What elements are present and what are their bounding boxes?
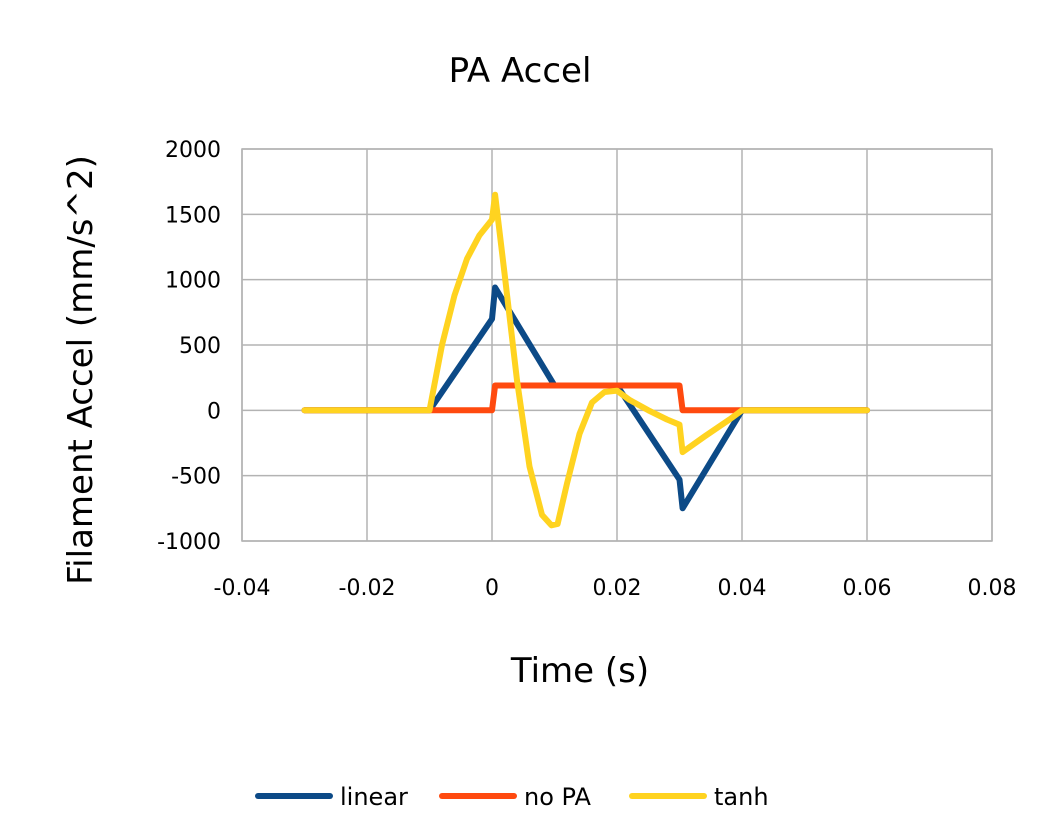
x-axis-title: Time (s) <box>510 651 649 691</box>
axes <box>241 148 993 542</box>
legend: linear no PA tanh <box>255 783 769 811</box>
plot-area-border <box>241 148 993 542</box>
x-tick-label: -0.02 <box>339 576 396 601</box>
legend-label: tanh <box>714 783 769 811</box>
y-tick-label: -500 <box>171 465 221 490</box>
legend-item: tanh <box>629 783 769 811</box>
series-lines <box>301 191 870 529</box>
y-tick-label: 2000 <box>165 138 221 163</box>
legend-item: linear <box>255 783 408 811</box>
y-tick-label: 500 <box>179 334 221 359</box>
x-tick-label: -0.04 <box>214 576 271 601</box>
legend-label: no PA <box>524 783 591 811</box>
y-tick-label: -1000 <box>157 530 221 555</box>
grid <box>241 148 993 542</box>
legend-label: linear <box>340 783 408 811</box>
chart-title: PA Accel <box>449 51 592 91</box>
x-tick-label: 0 <box>485 576 499 601</box>
y-tick-label: 1000 <box>165 269 221 294</box>
x-tick-label: 0.08 <box>968 576 1017 601</box>
x-tick-label: 0.02 <box>593 576 642 601</box>
series-line-no-pa <box>301 382 870 414</box>
tick-labels: -1000 -500 0 500 1000 1500 2000 -0.04 -0.02 0 0.02… <box>157 138 1016 601</box>
y-tick-label: 0 <box>207 399 221 424</box>
y-axis-title: Filament Accel (mm/s^2) <box>61 155 101 585</box>
series-line-tanh <box>301 191 870 529</box>
y-tick-label: 1500 <box>165 203 221 228</box>
x-tick-label: 0.04 <box>718 576 767 601</box>
x-tick-label: 0.06 <box>843 576 892 601</box>
legend-item: no PA <box>439 783 591 811</box>
